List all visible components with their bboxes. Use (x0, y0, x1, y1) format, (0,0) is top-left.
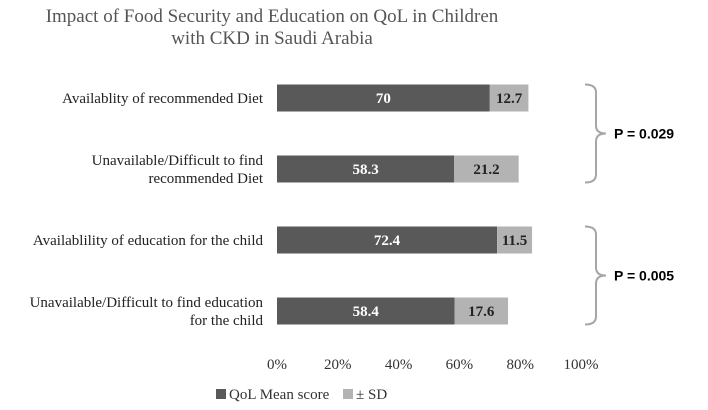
bracket (584, 225, 607, 326)
category-label: for the child (190, 313, 264, 329)
legend-label: QoL Mean score (229, 387, 330, 403)
bar-mean-label: 72.4 (374, 233, 401, 249)
category-label: Availablity of recommended Diet (62, 91, 264, 107)
legend-swatch (216, 389, 226, 399)
legend-swatch (343, 389, 353, 399)
chart-title-line: Impact of Food Security and Education on… (46, 6, 499, 27)
bar-mean-label: 58.3 (352, 162, 378, 178)
bar-mean-score (277, 155, 455, 183)
category-label: Unavailable/Difficult to find (92, 153, 264, 169)
annotations: P = 0.029 P = 0.005 (584, 83, 674, 326)
bar-sd (454, 297, 509, 325)
bar-mean-score (277, 84, 490, 112)
bar-sd-label: 12.7 (496, 91, 523, 107)
bar-sd-label: 11.5 (502, 233, 527, 249)
chart-title-line: with CKD in Saudi Arabia (171, 28, 373, 49)
bar-mean-label: 70 (376, 91, 391, 107)
bar-mean-label: 58.4 (353, 304, 380, 320)
category-label: Unavailable/Difficult to find education (30, 295, 264, 311)
legend: QoL Mean score ± SD (216, 387, 387, 403)
bar-sd-label: 17.6 (468, 304, 495, 320)
bar-sd-label: 21.2 (473, 162, 499, 178)
p-value-label: P = 0.005 (614, 268, 674, 284)
x-tick-label: 60% (446, 357, 474, 373)
legend-label: ± SD (356, 387, 387, 403)
bar-sd (497, 226, 533, 254)
bars: 70 12.7 58.3 21.2 72.4 11.5 58.4 17.6 (277, 84, 533, 325)
bar-mean-score (277, 226, 498, 254)
bar-mean-score (277, 297, 455, 325)
x-tick-label: 20% (324, 357, 352, 373)
x-tick-label: 0% (267, 357, 287, 373)
p-value-label: P = 0.029 (614, 126, 674, 142)
bar-sd (454, 155, 519, 183)
category-label: recommended Diet (148, 171, 263, 187)
chart-title: Impact of Food Security and Education on… (46, 6, 499, 49)
x-axis-ticks: 0% 20% 40% 60% 80% 100% (267, 357, 599, 373)
bracket (584, 83, 607, 184)
bar-sd (489, 84, 529, 112)
x-tick-label: 100% (564, 357, 599, 373)
x-tick-label: 40% (385, 357, 413, 373)
category-label: Availablility of education for the child (33, 233, 264, 249)
x-tick-label: 80% (506, 357, 534, 373)
category-labels: Availablity of recommended Diet Unavailab… (30, 91, 264, 329)
